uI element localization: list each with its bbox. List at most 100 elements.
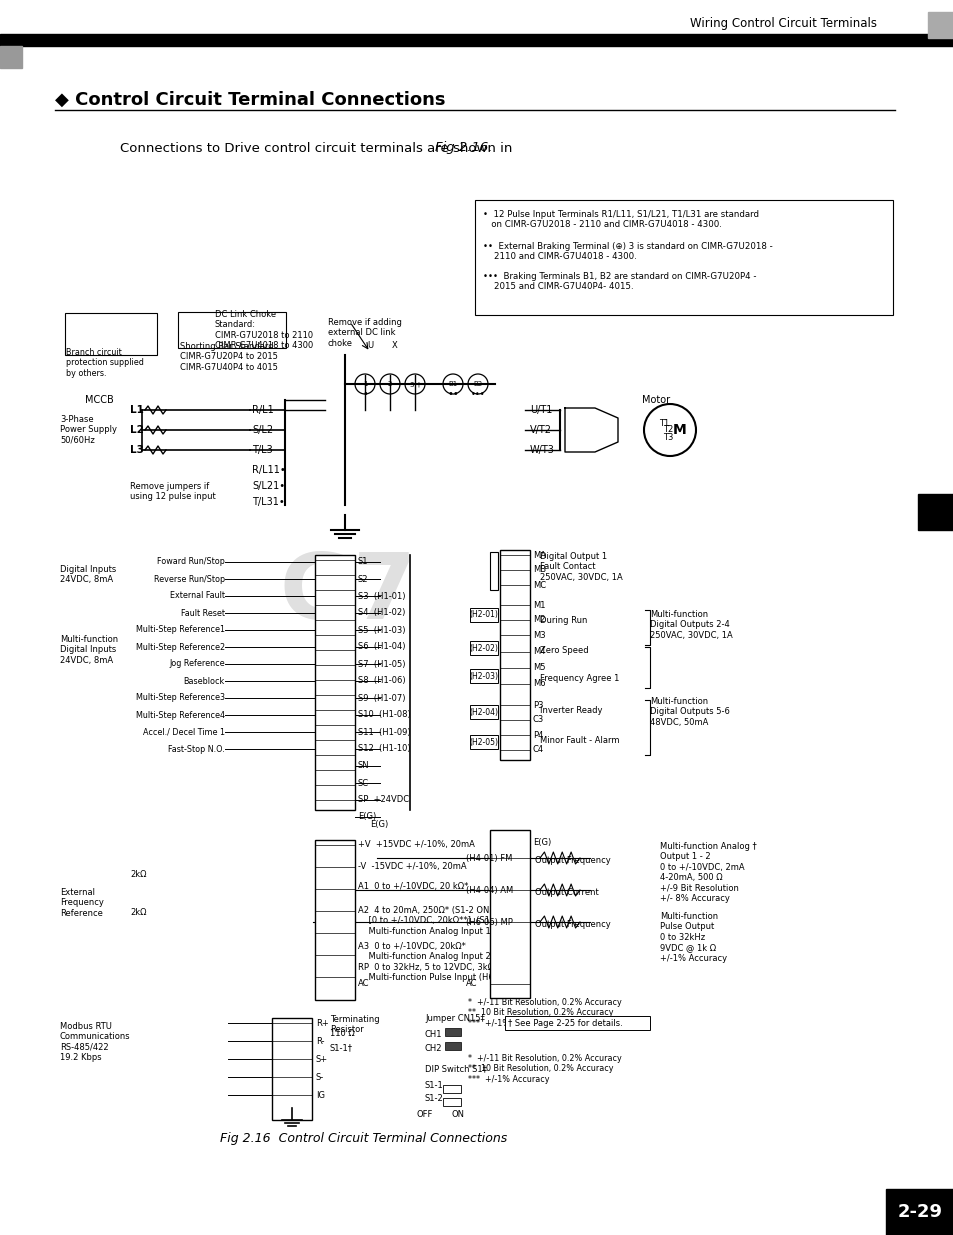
- Text: S5  (H1-03): S5 (H1-03): [357, 625, 405, 635]
- Text: Multi-Step Reference1: Multi-Step Reference1: [136, 625, 225, 635]
- Bar: [917, 494, 953, 530]
- Text: Foward Run/Stop: Foward Run/Stop: [157, 557, 225, 567]
- Text: ◆ Control Circuit Terminal Connections: ◆ Control Circuit Terminal Connections: [55, 91, 445, 109]
- Text: (H4-04) AM: (H4-04) AM: [465, 885, 513, 894]
- Text: IG: IG: [315, 1091, 325, 1099]
- Text: Shorting Bar Standard:
CIMR-G7U20P4 to 2015
CIMR-G7U40P4 to 4015: Shorting Bar Standard: CIMR-G7U20P4 to 2…: [180, 342, 277, 372]
- Text: (H6-06) MP: (H6-06) MP: [465, 918, 513, 926]
- Bar: [470, 641, 497, 655]
- Text: S6  (H1-04): S6 (H1-04): [357, 642, 405, 652]
- Text: *  +/-11 Bit Resolution, 0.2% Accuracy
**  10 Bit Resolution, 0.2% Accuracy
*** : * +/-11 Bit Resolution, 0.2% Accuracy **…: [468, 1053, 621, 1084]
- Bar: [0, 46, 22, 68]
- Bar: [885, 1189, 953, 1235]
- Text: E(G): E(G): [533, 839, 551, 847]
- Text: Multi-Step Reference3: Multi-Step Reference3: [136, 694, 225, 703]
- Text: ON: ON: [452, 1110, 464, 1119]
- Text: M3: M3: [533, 631, 545, 640]
- Text: Digital Output 1
Fault Contact
250VAC, 30VDC, 1A: Digital Output 1 Fault Contact 250VAC, 3…: [539, 552, 622, 582]
- Text: T2: T2: [662, 426, 673, 435]
- Text: E(G): E(G): [370, 820, 388, 829]
- Bar: [178, 312, 286, 348]
- Text: M5: M5: [533, 663, 545, 673]
- Bar: [444, 1028, 460, 1036]
- Bar: [314, 555, 355, 810]
- Text: R+: R+: [315, 1019, 329, 1028]
- Text: Accel./ Decel Time 1: Accel./ Decel Time 1: [143, 727, 225, 736]
- Text: S8  (H1-06): S8 (H1-06): [357, 677, 405, 685]
- Text: Multi-function
Digital Inputs
24VDC, 8mA: Multi-function Digital Inputs 24VDC, 8mA: [60, 635, 118, 664]
- Text: 2: 2: [923, 495, 935, 513]
- Text: Minor Fault - Alarm: Minor Fault - Alarm: [539, 736, 618, 745]
- Text: L1: L1: [130, 405, 144, 415]
- Text: MB: MB: [533, 566, 545, 574]
- Text: Digital Inputs
24VDC, 8mA: Digital Inputs 24VDC, 8mA: [60, 564, 116, 584]
- Text: E(G): E(G): [357, 813, 375, 821]
- Text: (H2-05): (H2-05): [469, 737, 498, 746]
- Text: Fast-Stop N.O.: Fast-Stop N.O.: [168, 745, 225, 753]
- Text: Jog Reference: Jog Reference: [170, 659, 225, 668]
- Text: L2: L2: [130, 425, 144, 435]
- Text: (H2-04): (H2-04): [469, 708, 498, 716]
- Text: (H4-01) FM: (H4-01) FM: [465, 853, 512, 862]
- Text: G7: G7: [280, 550, 416, 638]
- Text: U/T1: U/T1: [530, 405, 552, 415]
- Text: S3  (H1-01): S3 (H1-01): [357, 592, 405, 600]
- Text: V/T2: V/T2: [530, 425, 552, 435]
- Bar: [927, 12, 953, 38]
- Text: X: X: [392, 342, 397, 351]
- Bar: [470, 705, 497, 719]
- Text: Baseblock: Baseblock: [184, 677, 225, 685]
- Text: *  +/-11 Bit Resolution, 0.2% Accuracy
**  10 Bit Resolution, 0.2% Accuracy
*** : * +/-11 Bit Resolution, 0.2% Accuracy **…: [468, 998, 621, 1028]
- Text: DIP Switch S1‡: DIP Switch S1‡: [424, 1065, 486, 1073]
- Text: External Fault: External Fault: [170, 592, 225, 600]
- Text: Output Current: Output Current: [535, 888, 598, 897]
- Text: A1  0 to +/-10VDC, 20 kΩ*: A1 0 to +/-10VDC, 20 kΩ*: [357, 883, 468, 892]
- Text: S+: S+: [315, 1055, 328, 1063]
- Text: U: U: [367, 342, 373, 351]
- Text: Output Frequency: Output Frequency: [535, 920, 610, 929]
- Text: Connections to Drive control circuit terminals are shown in: Connections to Drive control circuit ter…: [120, 142, 517, 154]
- Text: -V  -15VDC +/-10%, 20mA: -V -15VDC +/-10%, 20mA: [357, 862, 466, 872]
- Text: A3  0 to +/-10VDC, 20kΩ*
    Multi-function Analog Input 2 (H3-05): A3 0 to +/-10VDC, 20kΩ* Multi-function A…: [357, 942, 524, 961]
- Text: ••  External Braking Terminal (⊕) 3 is standard on CIMR-G7U2018 -
    2110 and C: •• External Braking Terminal (⊕) 3 is st…: [482, 242, 772, 262]
- Text: Multi-function
Digital Outputs 2-4
250VAC, 30VDC, 1A: Multi-function Digital Outputs 2-4 250VA…: [649, 610, 732, 640]
- Text: Multi-Step Reference4: Multi-Step Reference4: [136, 710, 225, 720]
- Text: R/L1: R/L1: [252, 405, 274, 415]
- Text: S9  (H1-07): S9 (H1-07): [357, 694, 405, 703]
- Text: M6: M6: [533, 679, 545, 688]
- Text: T3: T3: [662, 432, 673, 441]
- Text: R-: R-: [315, 1036, 324, 1046]
- Text: 3††: 3††: [409, 382, 420, 387]
- Bar: [0, 35, 953, 46]
- Text: C3: C3: [533, 715, 543, 725]
- Text: 1: 1: [362, 382, 367, 387]
- Text: T/L31•: T/L31•: [252, 496, 284, 508]
- Bar: [65, 312, 157, 354]
- Text: Modbus RTU
Communications
RS-485/422
19.2 Kbps: Modbus RTU Communications RS-485/422 19.…: [60, 1023, 131, 1062]
- Text: R/L11•: R/L11•: [252, 466, 286, 475]
- Text: Frequency Agree 1: Frequency Agree 1: [539, 674, 618, 683]
- Text: MCCB: MCCB: [85, 395, 113, 405]
- Text: 2kΩ: 2kΩ: [130, 869, 147, 879]
- Text: +V  +15VDC +/-10%, 20mA: +V +15VDC +/-10%, 20mA: [357, 841, 475, 850]
- Text: •: •: [362, 389, 368, 399]
- Text: Inverter Ready: Inverter Ready: [539, 706, 602, 715]
- Text: P3: P3: [533, 700, 543, 709]
- Text: (H2-03): (H2-03): [469, 672, 498, 680]
- Text: Fig 2.16  Control Circuit Terminal Connections: Fig 2.16 Control Circuit Terminal Connec…: [220, 1132, 507, 1145]
- Text: Wiring Control Circuit Terminals: Wiring Control Circuit Terminals: [689, 17, 876, 31]
- Text: Jumper CN15‡: Jumper CN15‡: [424, 1014, 484, 1023]
- Text: DC Link Choke
Standard:
CIMR-G7U2018 to 2110
CIMR-G7U4018 to 4300: DC Link Choke Standard: CIMR-G7U2018 to …: [214, 310, 313, 351]
- Text: P4: P4: [533, 730, 543, 740]
- Text: Fault Reset: Fault Reset: [181, 609, 225, 618]
- Text: SN: SN: [357, 762, 369, 771]
- Text: S1-2: S1-2: [424, 1094, 443, 1103]
- Text: S12  (H1-10): S12 (H1-10): [357, 745, 410, 753]
- Text: Multi-function
Digital Outputs 5-6
48VDC, 50mA: Multi-function Digital Outputs 5-6 48VDC…: [649, 697, 729, 727]
- Text: Branch circuit
protection supplied
by others.: Branch circuit protection supplied by ot…: [66, 348, 144, 378]
- Text: B1: B1: [448, 382, 457, 387]
- Bar: [470, 669, 497, 683]
- Text: Zero Speed: Zero Speed: [539, 646, 588, 655]
- Text: W/T3: W/T3: [530, 445, 555, 454]
- Text: S10  (H1-08): S10 (H1-08): [357, 710, 411, 720]
